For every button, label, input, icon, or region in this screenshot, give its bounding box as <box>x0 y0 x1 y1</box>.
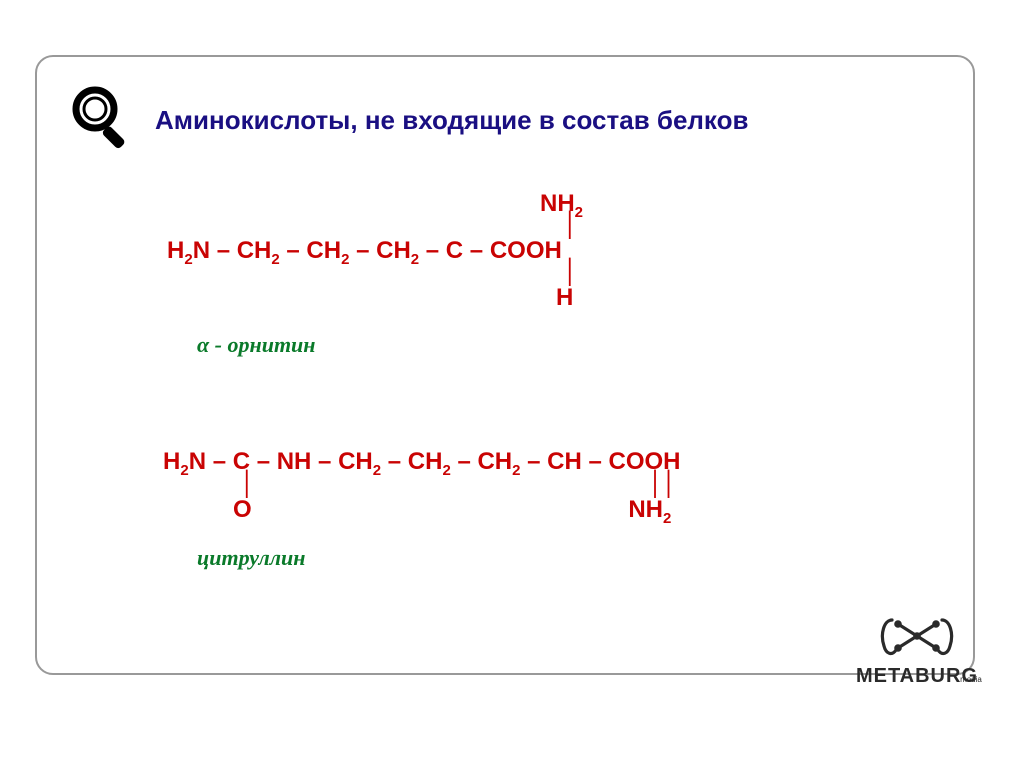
slide-title: Аминокислоты, не входящие в состав белко… <box>155 105 748 136</box>
ornithine-chain: H2N – CH2 – CH2 – CH2 – C – COOH <box>167 237 562 268</box>
ornithine-bond-top: ׀ <box>563 222 577 232</box>
logo-icon <box>872 614 962 660</box>
ornithine-label: α - орнитин <box>197 332 943 358</box>
logo-subtext: media <box>910 675 1024 684</box>
slide-frame: Аминокислоты, не входящие в состав белко… <box>35 55 975 675</box>
ornithine-bond-bottom: ׀ <box>563 269 577 279</box>
ornithine-structure: NH2 ׀ H2N – CH2 – CH2 – CH2 – C – COOH ׀… <box>167 190 943 312</box>
citrulline-label: цитруллин <box>197 545 943 571</box>
magnifier-icon <box>67 83 137 158</box>
header: Аминокислоты, не входящие в состав белко… <box>67 83 943 158</box>
citrulline-sub: O NH2 <box>163 496 671 527</box>
citrulline-structure: H2N – C – NH – CH2 – CH2 – CH2 – CH – CO… <box>163 448 943 528</box>
ornithine-h-bottom: H <box>556 284 573 312</box>
metaburg-logo: METABURG media <box>856 614 978 697</box>
